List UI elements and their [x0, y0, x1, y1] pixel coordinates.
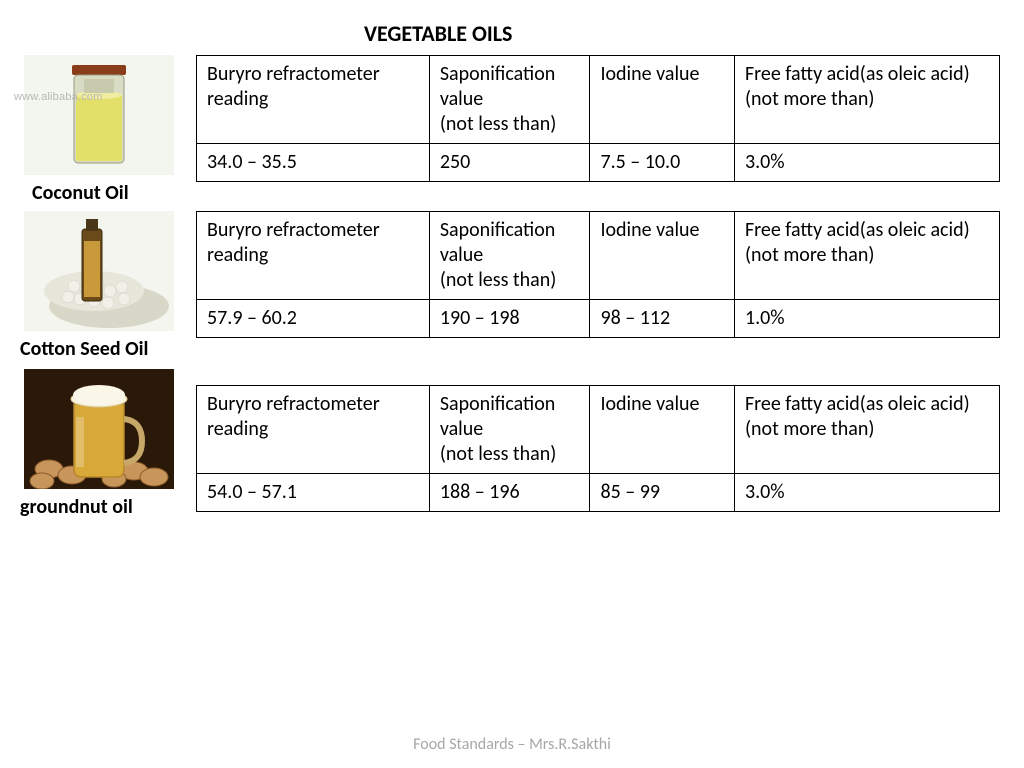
- cell: 85 – 99: [590, 474, 735, 512]
- th-iodine: Iodine value: [590, 56, 735, 144]
- caption-coconut: Coconut Oil: [32, 181, 129, 205]
- cell: 188 – 196: [429, 474, 590, 512]
- cell: 3.0%: [734, 474, 999, 512]
- page-title: VEGETABLE OILS: [364, 20, 1000, 47]
- th-saponification: Saponification value (not less than): [429, 386, 590, 474]
- th-ffa: Free fatty acid(as oleic acid)(not more …: [734, 386, 999, 474]
- groundnut-oil-image: [24, 369, 174, 489]
- cell: 7.5 – 10.0: [590, 144, 735, 182]
- th-refractometer: Buryro refractometer reading: [197, 212, 430, 300]
- table-coconut: Buryro refractometer reading Saponificat…: [196, 55, 1000, 182]
- footer-text: Food Standards – Mrs.R.Sakthi: [0, 735, 1024, 754]
- cell: 1.0%: [734, 300, 999, 338]
- coconut-oil-image: [24, 55, 174, 175]
- cell: 190 – 198: [429, 300, 590, 338]
- table-groundnut: Buryro refractometer reading Saponificat…: [196, 385, 1000, 512]
- cell: 98 – 112: [590, 300, 735, 338]
- cell: 250: [429, 144, 590, 182]
- th-refractometer: Buryro refractometer reading: [197, 386, 430, 474]
- cell: 34.0 – 35.5: [197, 144, 430, 182]
- section-cottonseed: Cotton Seed Oil Buryro refractometer rea…: [24, 211, 1000, 361]
- th-ffa: Free fatty acid(as oleic acid)(not more …: [734, 56, 999, 144]
- cottonseed-oil-image: [24, 211, 174, 331]
- th-iodine: Iodine value: [590, 386, 735, 474]
- caption-cottonseed: Cotton Seed Oil: [20, 337, 148, 361]
- th-saponification: Saponification value (not less than): [429, 212, 590, 300]
- caption-groundnut: groundnut oil: [20, 495, 133, 519]
- th-saponification: Saponification value (not less than): [429, 56, 590, 144]
- section-groundnut: groundnut oil Buryro refractometer readi…: [24, 369, 1000, 519]
- th-refractometer: Buryro refractometer reading: [197, 56, 430, 144]
- section-coconut: www.alibaba.com Coconut Oil Buryro refra…: [24, 55, 1000, 205]
- cell: 57.9 – 60.2: [197, 300, 430, 338]
- th-iodine: Iodine value: [590, 212, 735, 300]
- cell: 54.0 – 57.1: [197, 474, 430, 512]
- cell: 3.0%: [734, 144, 999, 182]
- th-ffa: Free fatty acid(as oleic acid)(not more …: [734, 212, 999, 300]
- watermark-text: www.alibaba.com: [14, 91, 103, 103]
- table-cottonseed: Buryro refractometer reading Saponificat…: [196, 211, 1000, 338]
